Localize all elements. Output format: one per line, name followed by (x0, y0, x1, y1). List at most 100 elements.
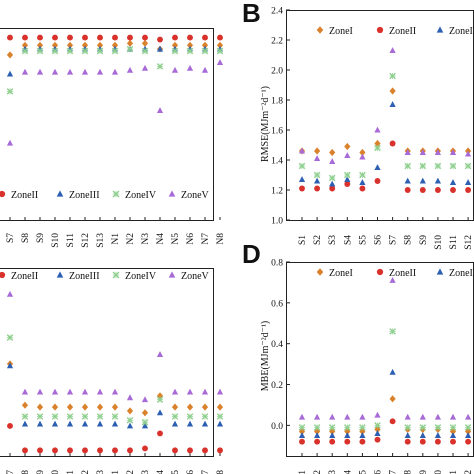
panel-d-point-zoneii (329, 438, 336, 445)
panel-d-point-zonev (434, 413, 441, 420)
panel-a-legend-marker-zoneiv (112, 190, 120, 198)
panel-d-point-zoneiv (298, 424, 306, 431)
panel-c-point-zoneiii (141, 422, 149, 429)
panel-c-legend-label-zoneiv: ZoneIV (125, 271, 157, 282)
panel-c-point-zoneiii (186, 420, 194, 427)
panel-a-xtick-label: N4 (156, 233, 166, 245)
panel-a-xtick-label: S13 (96, 233, 106, 248)
panel-a-xtick-label: N3 (141, 233, 151, 245)
panel-c-point-zonev (216, 388, 224, 395)
panel-c-point-zoneiv (201, 413, 209, 420)
panel-a-point-zonev (36, 68, 44, 75)
panel-b-point-zonev (344, 152, 351, 158)
panel-a-point-zonev (66, 68, 74, 75)
panel-d-point-zoneii (450, 438, 456, 445)
panel-c-point-zoneiii (36, 420, 44, 427)
panel-c-point-zoneiii (126, 422, 134, 429)
panel-b-point-zoneii (465, 187, 472, 193)
panel-b-point-zoneiv (449, 162, 457, 170)
panel-d-point-zoneiv (374, 422, 381, 429)
panel-d-point-zonev (314, 413, 321, 420)
panel-d-point-zonev (419, 413, 426, 420)
panel-b-point-zonev (329, 158, 336, 164)
panel-c-point-zoneii (202, 447, 208, 454)
panel-a-legend-marker-zoneii (0, 190, 6, 198)
panel-a-point-zonev (21, 68, 29, 75)
panel-d-point-zoneiii (404, 432, 411, 439)
panel-a-point-zonev (186, 64, 194, 71)
panel-d-legend-label-zoneii: ZoneII (389, 268, 416, 279)
panel-a-point-zoneiv (21, 47, 29, 55)
panel-a-xtick-label: S12 (81, 233, 91, 248)
panel-d-xtick-label: S6 (374, 470, 384, 474)
panel-a-point-zoneii (202, 34, 208, 41)
panel-b-point-zoneii (359, 185, 366, 192)
panel-c-point-zonei (96, 403, 104, 411)
panel-b-point-zonev (359, 153, 366, 160)
panels-layer: S7 S8 S9 S10 S11 S12 S13 N1 N2 N3 N4 N5 N6 N7 N8 ZoneII… (0, 7, 474, 474)
panel-c-point-zoneii (127, 447, 133, 454)
panel-letter-b: B (242, 0, 261, 28)
panel-d-xtick-label: S11 (449, 470, 459, 474)
panel-a-point-zonev (111, 68, 119, 75)
panel-d-point-zonev (404, 413, 411, 420)
panel-a-point-zoneii (97, 34, 103, 41)
panel-c-point-zoneii (37, 447, 43, 454)
panel-d-ytick-label: 0.6 (271, 299, 283, 309)
panel-c-point-zoneii (67, 447, 73, 454)
panel-d-point-zonev (449, 413, 457, 420)
panel-d-ytick-label: 0.0 (271, 422, 283, 432)
panel-a-point-zonev (96, 68, 104, 75)
panel-c-point-zoneiii (81, 420, 89, 427)
panel-b-xtick-label: S2 (313, 235, 323, 245)
panel-c-point-zonei (171, 403, 179, 411)
panel-c-point-zoneii (97, 447, 103, 454)
panel-c-xtick-label: N2 (126, 470, 136, 474)
panel-d-point-zoneiii (389, 368, 396, 375)
panel-d-point-zoneii (314, 438, 321, 445)
panel-b-point-zonei (314, 147, 321, 155)
panel-c-point-zonei (81, 403, 89, 411)
panel-b-point-zoneiv (464, 162, 472, 170)
panel-a-point-zonev (81, 68, 89, 75)
panel-a-point-zoneii (67, 34, 73, 41)
panel-c-point-zonei (186, 403, 194, 411)
panel-d-point-zoneii (344, 438, 351, 445)
panel-a-point-zonei (21, 41, 29, 49)
panel-a-point-zoneiv (186, 47, 194, 55)
panel-c-point-zonev (81, 388, 89, 395)
panel-c-point-zonev (66, 388, 74, 395)
panel-c-xtick-label: N5 (171, 470, 181, 474)
panel-b-point-zonev (314, 155, 321, 161)
panel-d-xtick-label: S10 (434, 470, 444, 474)
panel-b-point-zonev (374, 126, 381, 133)
panel-b-point-zoneiii (359, 179, 366, 185)
panel-a-legend-label-zoneiii: ZoneIII (69, 190, 100, 201)
panel-c-xtick-label: N8 (216, 470, 226, 474)
panel-b-xtick-label: S7 (389, 235, 399, 245)
panel-a-point-zoneii (157, 36, 163, 43)
panel-c-xtick-label: S12 (81, 470, 91, 474)
panel-c-xtick-label: N4 (156, 470, 166, 474)
panel-a-point-zonei (201, 41, 209, 49)
panel-b-point-zoneiii (314, 177, 321, 184)
panel-a-point-zoneiii (6, 70, 14, 77)
panel-b-xtick-label: S3 (328, 235, 338, 245)
panel-a-point-zoneii (172, 34, 178, 41)
panel-b-ytick-label: 2.4 (271, 7, 283, 17)
panel-a-point-zoneiv (171, 47, 179, 55)
panel-c-point-zoneii (172, 447, 178, 454)
panel-a-point-zonev (171, 66, 179, 73)
panel-b-xtick-label: S4 (343, 235, 353, 245)
panel-d-point-zoneiii (314, 432, 321, 439)
panel-a-point-zonei (36, 41, 44, 49)
panel-c-point-zonev (156, 351, 164, 357)
panel-a-point-zoneii (7, 34, 13, 41)
panel-c-point-zoneiv (66, 413, 74, 420)
panel-c-xtick-label: S13 (96, 470, 106, 474)
panel-d-point-zoneiv (464, 424, 472, 431)
panel-a-point-zonev (141, 64, 149, 71)
panel-c-point-zoneiv (141, 418, 149, 426)
panel-a-point-zonei (111, 41, 119, 49)
panel-b-point-zoneiv (328, 174, 336, 182)
